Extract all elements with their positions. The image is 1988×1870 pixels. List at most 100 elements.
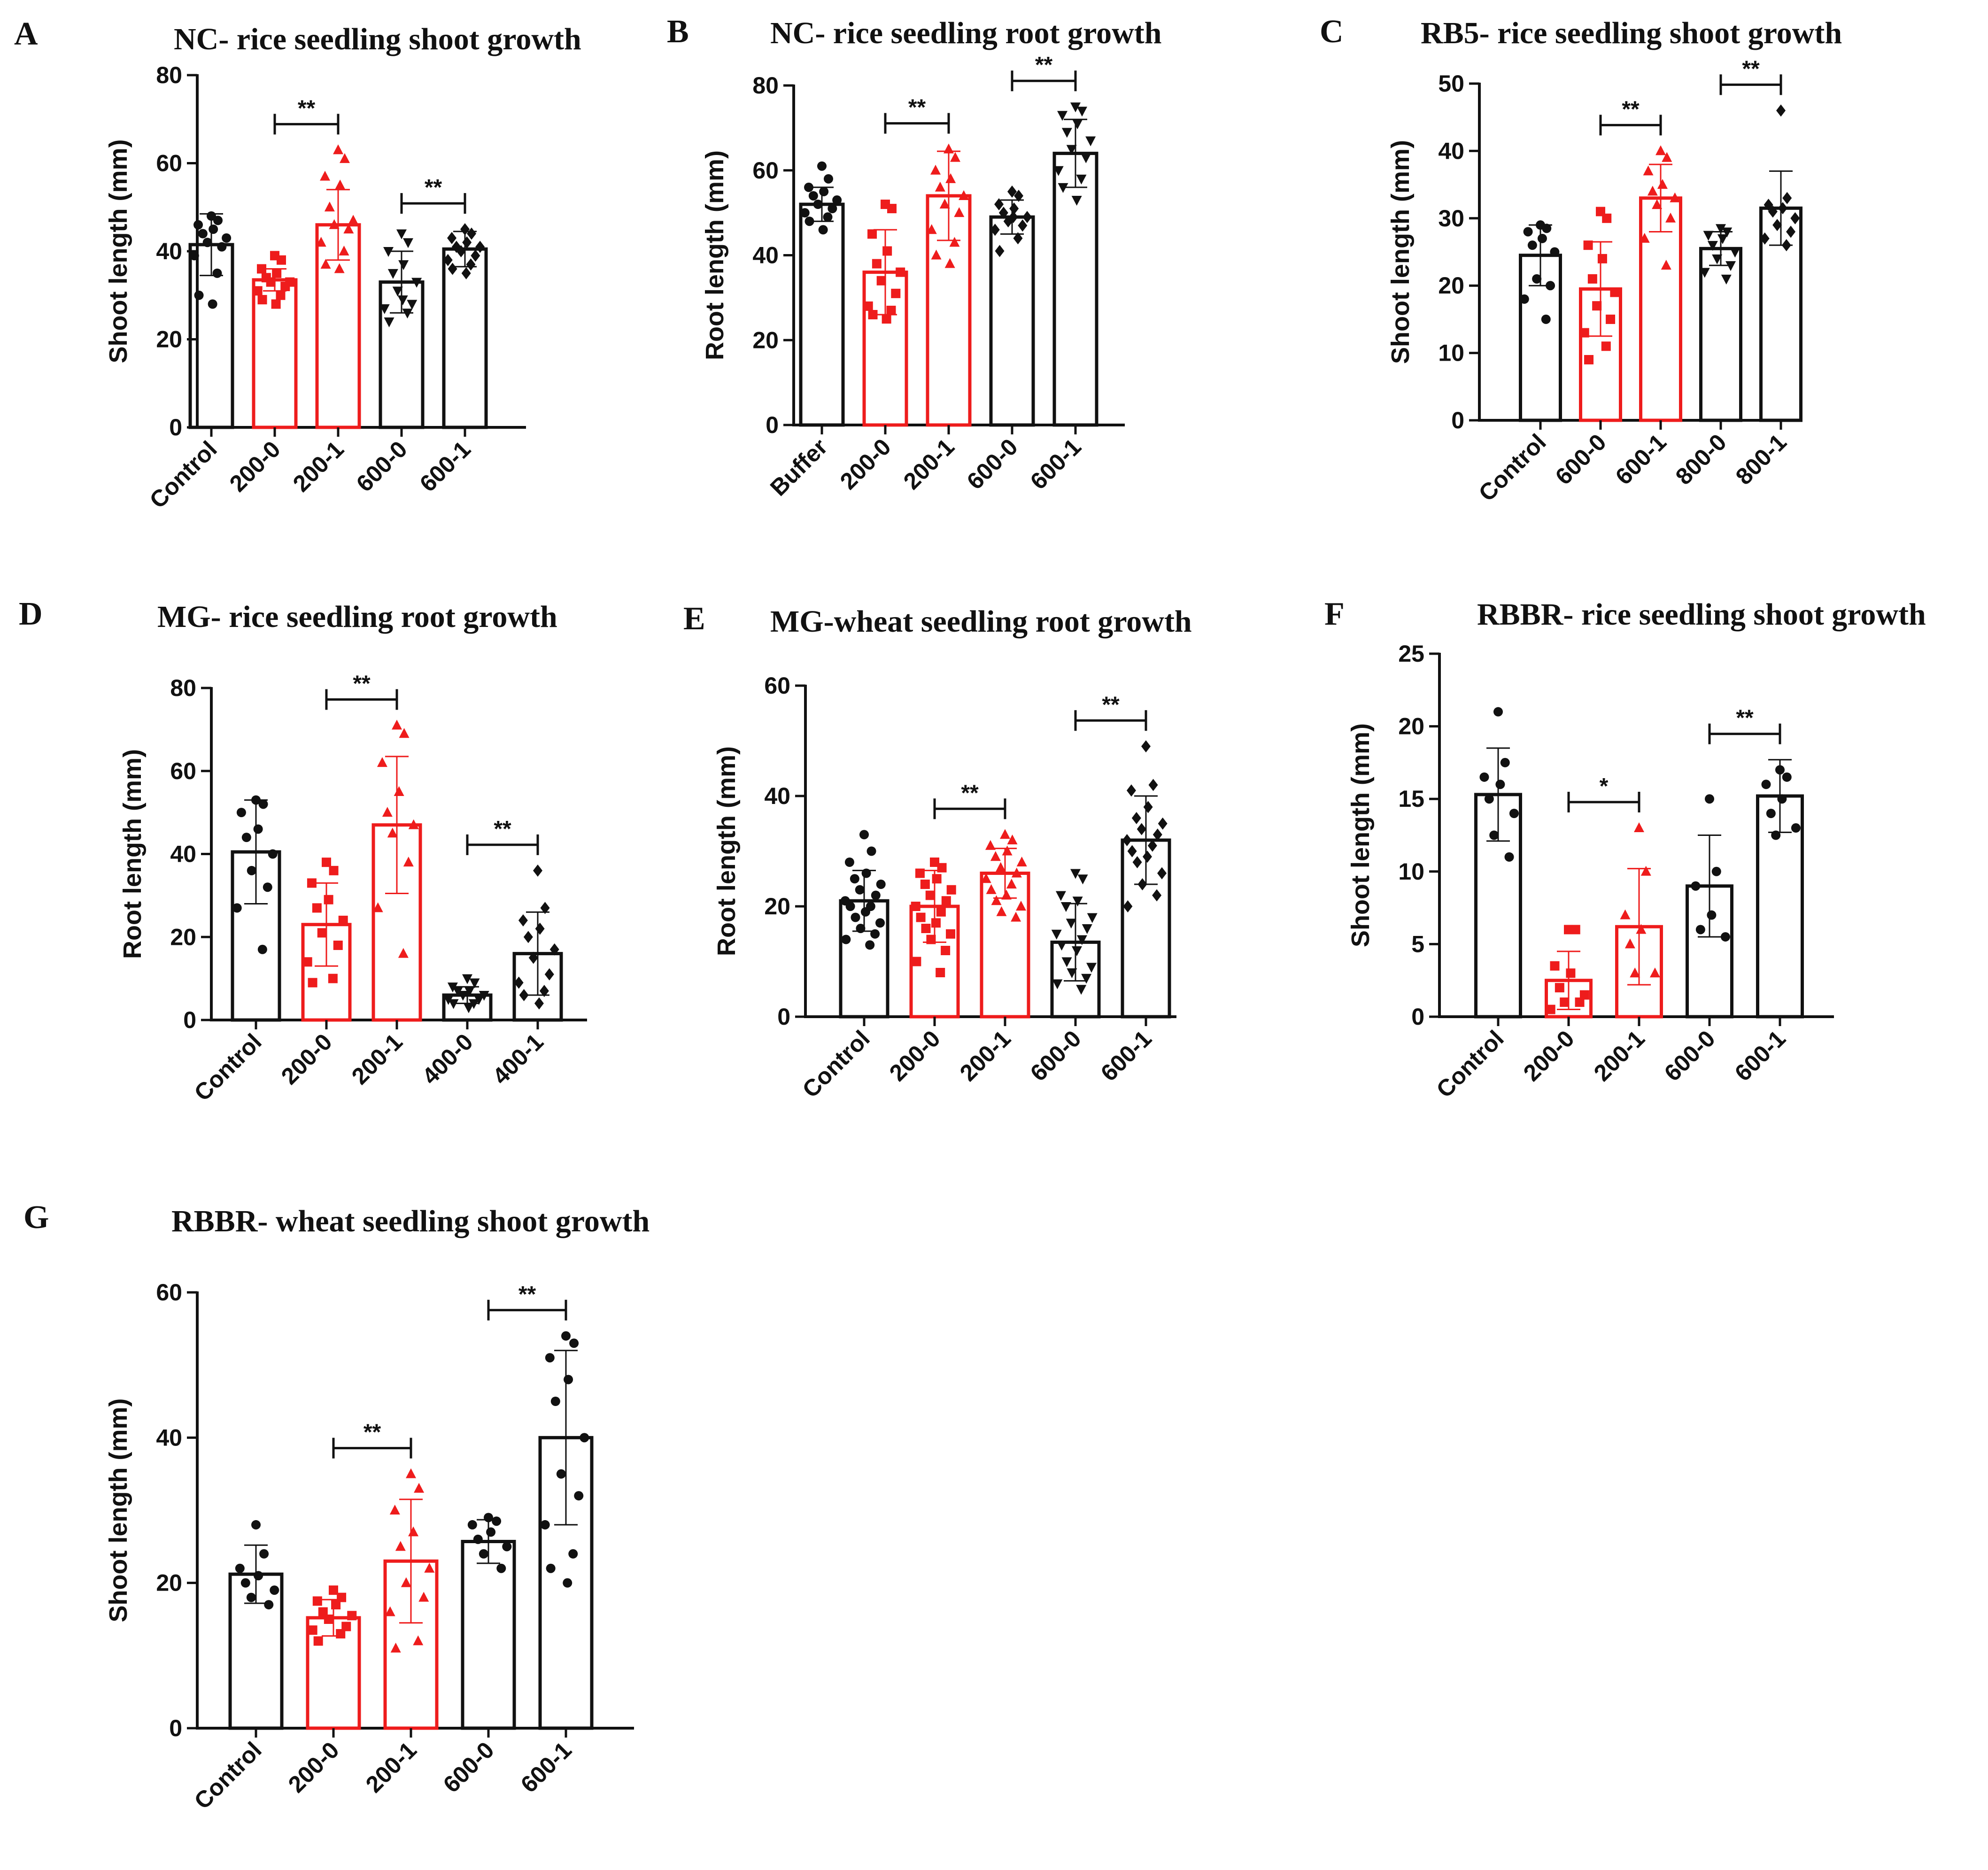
data-point [266,277,276,287]
data-point [1007,835,1018,844]
y-tick-label: 80 [156,62,182,88]
data-point [863,301,873,311]
data-point [398,948,409,958]
data-point [208,299,217,309]
data-point [855,885,865,895]
data-point [1082,924,1092,934]
data-point [1158,817,1168,830]
data-point [804,182,814,192]
data-point [1649,967,1660,978]
data-point [1546,281,1555,291]
data-point [222,233,232,243]
data-point [1570,925,1580,935]
x-tick-label: Control [189,1737,267,1814]
x-tick-label: 400-1 [487,1028,549,1090]
data-point [339,153,350,163]
data-point [925,890,935,900]
data-point [322,858,331,867]
data-point [394,786,404,796]
panel-letter: D [19,596,43,632]
data-point [213,216,223,225]
data-point [264,1600,274,1610]
data-point [302,957,312,967]
data-point [995,245,1005,257]
x-tick-label: 400-0 [417,1028,478,1090]
data-point [307,878,317,888]
y-tick-label: 40 [764,783,790,809]
chart-title: RB5- rice seedling shoot growth [1421,16,1842,50]
data-point [1148,779,1158,791]
data-point [535,922,545,935]
data-point [931,249,942,260]
data-point [1579,328,1589,338]
data-point [832,195,842,205]
y-tick-label: 20 [764,893,790,920]
data-point [276,290,286,300]
significance-label: ** [1736,706,1754,731]
significance-label: ** [364,1420,381,1445]
data-point [1123,900,1133,912]
data-point [447,982,458,993]
bar [799,202,845,427]
significance-label: ** [298,96,316,121]
x-tick-label: Control [1431,1025,1509,1103]
data-point [1001,889,1012,900]
x-tick-label: 600-1 [1730,1025,1791,1086]
data-point [1602,213,1612,223]
x-tick-label: 600-1 [415,436,476,497]
data-point [871,890,881,900]
data-point [333,940,343,950]
data-point [383,247,394,257]
data-point [313,1636,323,1646]
data-point [1707,241,1718,251]
data-point [986,884,997,894]
data-point [580,1433,589,1443]
data-point [467,1520,477,1530]
data-point [921,924,931,933]
data-point [850,874,859,884]
data-point [1657,179,1668,189]
data-point [930,858,939,867]
data-point [841,935,851,944]
significance-label: ** [1035,53,1053,77]
data-point [257,944,267,954]
data-point [1504,852,1514,862]
data-point [466,258,476,271]
data-point [456,245,466,257]
x-tick-label: 200-0 [884,1025,945,1086]
data-point [882,246,892,256]
data-point [271,299,281,309]
data-point [324,201,335,212]
data-point [1634,822,1644,833]
data-point [1072,896,1083,907]
data-point [247,865,256,875]
data-point [868,310,878,320]
y-tick-label: 40 [156,1424,182,1451]
data-point [348,215,359,225]
data-point [329,219,340,229]
data-point [1509,809,1519,819]
data-point [1699,268,1710,278]
data-point [946,885,956,895]
data-point [1061,957,1072,967]
data-point [574,1491,584,1501]
data-point [1630,967,1640,978]
data-point [1541,314,1551,324]
data-point [926,224,937,234]
data-point [308,978,317,988]
data-point [329,865,339,875]
data-point [389,1505,400,1515]
data-point [268,849,278,859]
data-point [189,251,199,261]
data-point [1016,901,1027,911]
data-point [1067,968,1077,978]
data-point [865,940,875,950]
panel-letter: E [683,601,705,637]
data-point [959,190,969,200]
data-point [1721,274,1732,285]
data-point [387,827,398,838]
data-point [1597,254,1607,263]
y-tick-label: 60 [156,1279,182,1306]
x-tick-label: Buffer [765,433,833,501]
data-point [1560,997,1570,1007]
